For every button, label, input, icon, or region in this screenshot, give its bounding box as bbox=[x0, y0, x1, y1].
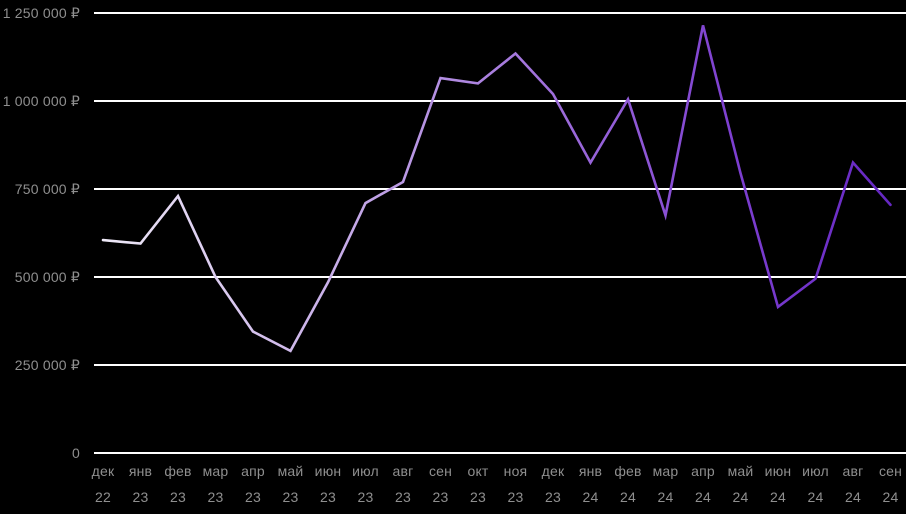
x-axis-label-month: июл bbox=[802, 463, 829, 479]
x-axis-label-year: 24 bbox=[732, 489, 749, 505]
y-axis-label: 500 000 ₽ bbox=[14, 269, 80, 285]
x-axis-label-year: 23 bbox=[245, 489, 261, 505]
x-axis-label-month: май bbox=[727, 463, 754, 479]
x-axis-label: апр 24 bbox=[681, 463, 725, 505]
x-axis-label: янв 23 bbox=[119, 463, 163, 505]
x-axis-label-month: сен bbox=[428, 463, 453, 479]
x-axis-label: июн 24 bbox=[756, 463, 800, 505]
x-axis-label-year: 23 bbox=[320, 489, 336, 505]
x-axis-label-year: 24 bbox=[845, 489, 861, 505]
x-axis-label: июл 23 bbox=[344, 463, 388, 505]
x-axis-label-month: янв bbox=[128, 463, 153, 479]
x-axis-label-month: мар bbox=[202, 463, 229, 479]
x-axis-label-year: 23 bbox=[470, 489, 486, 505]
x-axis-label-month: фев bbox=[614, 463, 642, 479]
data-line[interactable] bbox=[101, 25, 892, 353]
x-axis-label-year: 23 bbox=[170, 489, 186, 505]
x-axis-label-month: апр bbox=[241, 463, 265, 479]
x-axis-label: фев 23 bbox=[156, 463, 200, 505]
x-axis-label: июл 24 bbox=[794, 463, 838, 505]
x-axis-label-month: мар bbox=[652, 463, 679, 479]
x-axis-label-year: 23 bbox=[132, 489, 149, 505]
x-axis-label: ноя 23 bbox=[494, 463, 538, 505]
y-axis-label: 1 000 000 ₽ bbox=[2, 93, 80, 109]
x-axis-label: апр 23 bbox=[231, 463, 275, 505]
x-axis-label-year: 23 bbox=[207, 489, 224, 505]
x-axis-label-month: дек bbox=[91, 463, 115, 479]
x-axis-label: июн 23 bbox=[306, 463, 350, 505]
x-axis-label: мар 23 bbox=[194, 463, 238, 505]
y-axis-label: 1 250 000 ₽ bbox=[2, 5, 80, 21]
x-axis-label-month: июн bbox=[764, 463, 792, 479]
x-axis-label-month: окт bbox=[467, 463, 489, 479]
x-axis-label-year: 23 bbox=[282, 489, 299, 505]
x-axis-label-year: 24 bbox=[882, 489, 899, 505]
x-axis-label: окт 23 bbox=[456, 463, 500, 505]
x-axis-label-month: авг bbox=[842, 463, 864, 479]
x-axis-label-year: 23 bbox=[507, 489, 524, 505]
x-axis-label-month: апр bbox=[691, 463, 715, 479]
x-axis-label: мар 24 bbox=[644, 463, 688, 505]
x-axis-label-year: 23 bbox=[432, 489, 449, 505]
x-axis-label-month: сен bbox=[878, 463, 903, 479]
x-axis-label: авг 23 bbox=[381, 463, 425, 505]
x-axis-label-year: 24 bbox=[695, 489, 711, 505]
x-axis-label-month: ноя bbox=[503, 463, 528, 479]
gridlines-group bbox=[94, 12, 906, 454]
x-axis-label-year: 22 bbox=[95, 489, 111, 505]
x-axis-label-year: 23 bbox=[545, 489, 561, 505]
x-axis-label: дек 22 bbox=[81, 463, 125, 505]
x-axis-label: сен 24 bbox=[869, 463, 906, 505]
x-axis-label: дек 23 bbox=[531, 463, 575, 505]
x-axis-label: фев 24 bbox=[606, 463, 650, 505]
x-axis-label-year: 24 bbox=[620, 489, 636, 505]
x-axis-label-year: 24 bbox=[770, 489, 786, 505]
x-axis-label-year: 24 bbox=[582, 489, 599, 505]
y-axis-label: 750 000 ₽ bbox=[14, 181, 80, 197]
x-axis-label-month: май bbox=[277, 463, 304, 479]
x-axis-label-month: дек bbox=[541, 463, 565, 479]
x-axis-label: май 23 bbox=[269, 463, 313, 505]
x-axis-label: сен 23 bbox=[419, 463, 463, 505]
x-axis-label-year: 23 bbox=[395, 489, 411, 505]
x-axis-label-month: авг bbox=[392, 463, 414, 479]
y-axis-label: 0 bbox=[72, 445, 80, 461]
x-axis-label: авг 24 bbox=[831, 463, 875, 505]
x-axis-label-month: янв bbox=[578, 463, 603, 479]
x-axis-label-month: июл bbox=[352, 463, 379, 479]
x-axis-label-month: июн bbox=[314, 463, 342, 479]
x-axis-label: янв 24 bbox=[569, 463, 613, 505]
x-axis-label-year: 24 bbox=[807, 489, 824, 505]
x-axis-label: май 24 bbox=[719, 463, 763, 505]
x-axis-label-year: 23 bbox=[357, 489, 374, 505]
y-axis-label: 250 000 ₽ bbox=[14, 357, 80, 373]
x-axis-label-year: 24 bbox=[657, 489, 674, 505]
x-axis-label-month: фев bbox=[164, 463, 192, 479]
